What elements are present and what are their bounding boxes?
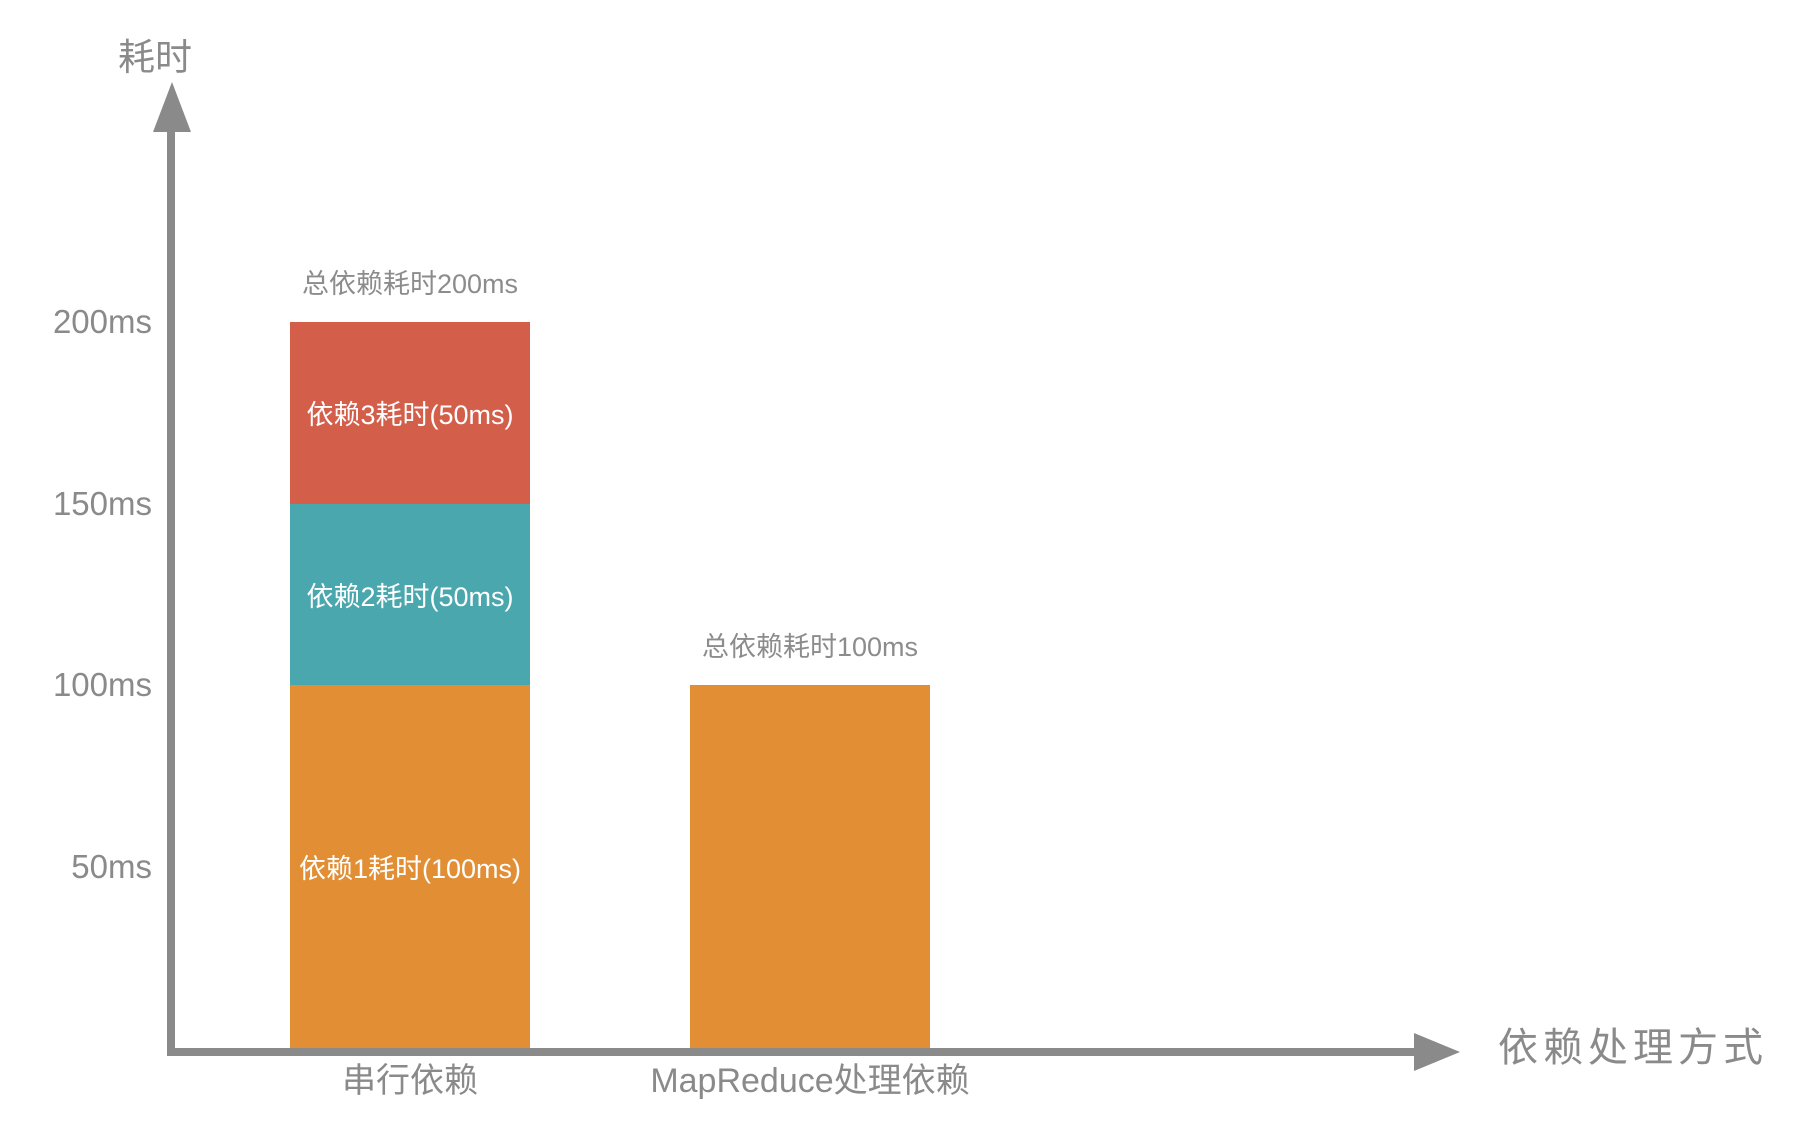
y-axis-arrow-icon xyxy=(153,82,191,132)
segment-label: 依赖2耗时(50ms) xyxy=(306,581,514,612)
category-label-2: MapReduce处理依赖 xyxy=(650,1062,970,1100)
bar-1-segment-1: 依赖1耗时(100ms) xyxy=(290,685,530,1048)
segment-label: 依赖1耗时(100ms) xyxy=(298,854,522,884)
y-tick-label-150: 150ms xyxy=(52,484,152,522)
bar-1-total-label: 总依赖耗时200ms xyxy=(301,269,519,299)
y-tick-label-200: 200ms xyxy=(52,303,152,340)
bar-1-segment-3: 依赖3耗时(50ms) xyxy=(290,322,530,504)
segment-label: 依赖3耗时(50ms) xyxy=(306,400,514,431)
y-tick-label-50: 50ms xyxy=(71,847,152,885)
x-axis-line xyxy=(167,1048,1423,1056)
category-label-1: 串行依赖 xyxy=(342,1062,478,1100)
bar-1-segment-2: 依赖2耗时(50ms) xyxy=(290,503,530,685)
y-tick-label-100: 100ms xyxy=(52,666,152,703)
x-axis-title: 依赖处理方式 xyxy=(1498,1026,1768,1070)
bar-2-total-label: 总依赖耗时100ms xyxy=(701,632,919,662)
bar-2-segment-1 xyxy=(690,685,930,1048)
y-axis-title: 耗时 xyxy=(118,37,192,78)
y-axis-line xyxy=(167,118,175,1056)
x-axis-arrow-icon xyxy=(1414,1033,1460,1071)
